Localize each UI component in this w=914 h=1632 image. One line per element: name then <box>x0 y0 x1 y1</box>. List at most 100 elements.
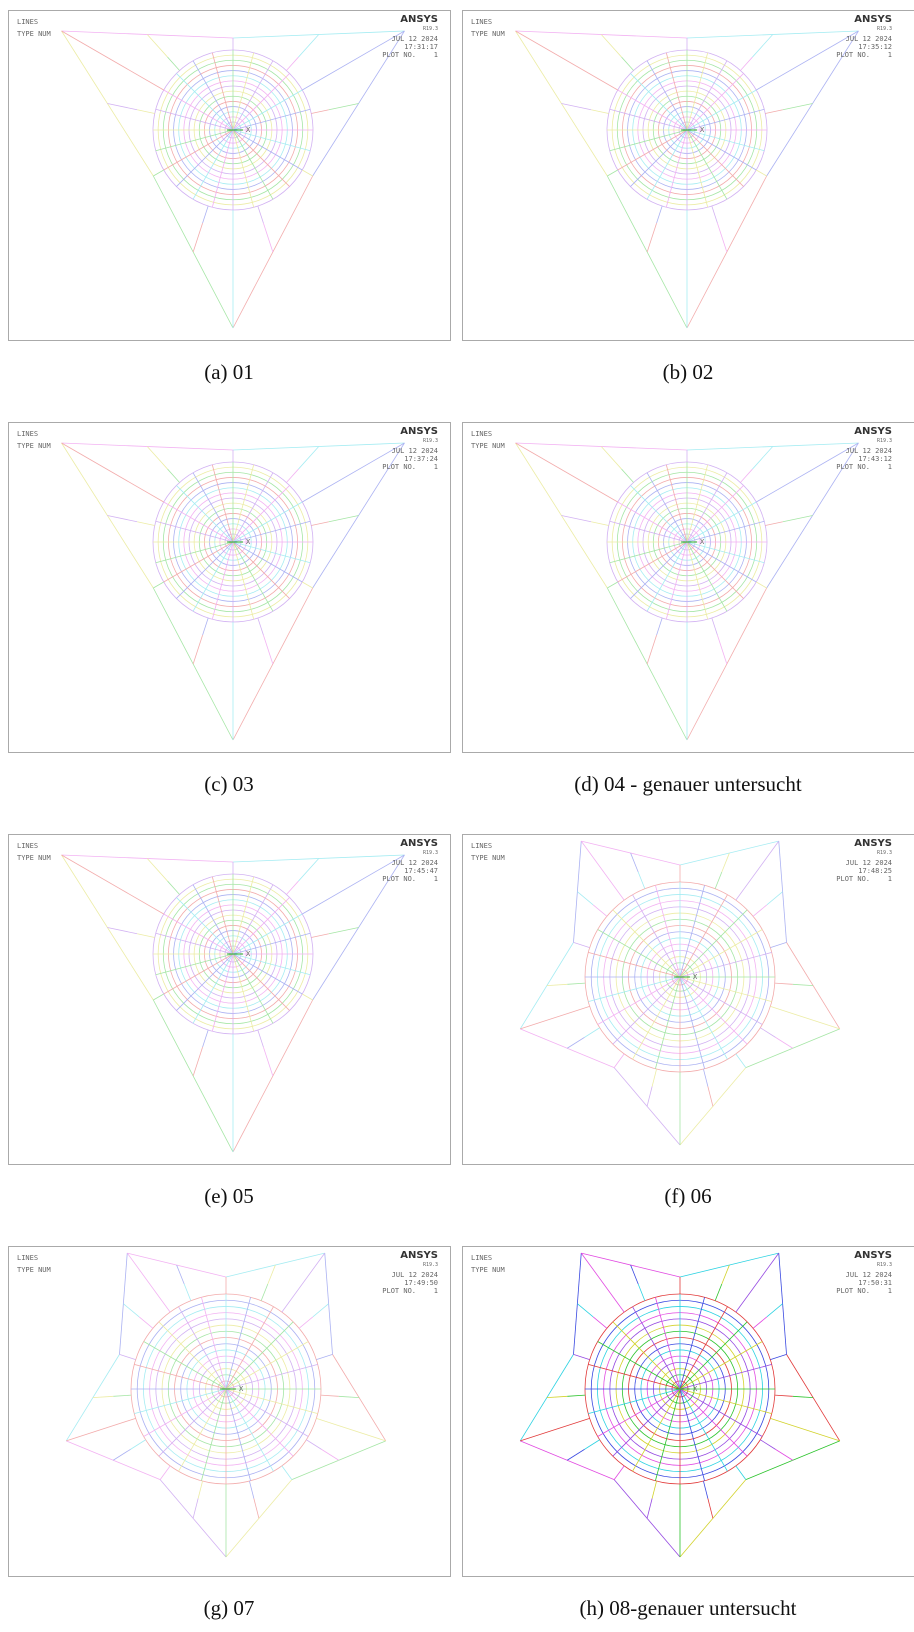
subfigure: XLINESTYPE NUMANSYSR19.3JUL 12 202417:43… <box>462 422 914 754</box>
subfigure: XLINESTYPE NUMANSYSR19.3JUL 12 202417:49… <box>8 1246 460 1578</box>
plot-date: JUL 12 2024 <box>392 859 438 867</box>
release: R19.3 <box>423 438 438 444</box>
plot-label: TYPE NUM <box>471 854 505 862</box>
plot-no-label: PLOT NO. <box>382 875 416 883</box>
plot-no: 1 <box>434 51 438 59</box>
page: XLINESTYPE NUMANSYSR19.3JUL 12 202417:31… <box>0 0 914 1632</box>
caption-label: (h) <box>580 1596 605 1620</box>
plot-date: JUL 12 2024 <box>846 859 892 867</box>
caption: (h) 08-genauer untersucht <box>462 1596 914 1621</box>
ansys-logo: ANSYS <box>854 14 892 25</box>
caption-label: (f) <box>664 1184 685 1208</box>
subfigure: XLINESTYPE NUMANSYSR19.3JUL 12 202417:35… <box>462 10 914 342</box>
caption-text: 03 <box>233 772 254 796</box>
plot-no: 1 <box>888 51 892 59</box>
ansys-logo: ANSYS <box>854 1250 892 1261</box>
plot-label: LINES <box>471 430 492 438</box>
caption: (e) 05 <box>8 1184 450 1209</box>
plot-no-label: PLOT NO. <box>382 1287 416 1295</box>
plot-label: TYPE NUM <box>471 442 505 450</box>
release: R19.3 <box>877 438 892 444</box>
ansys-logo: ANSYS <box>400 14 438 25</box>
plot-time: 17:43:12 <box>858 455 892 463</box>
plot-no-label: PLOT NO. <box>836 51 870 59</box>
caption-label: (a) <box>204 360 227 384</box>
ansys-logo: ANSYS <box>400 1250 438 1261</box>
caption-text: 08-genauer untersucht <box>609 1596 796 1620</box>
plot-label: TYPE NUM <box>17 1266 51 1274</box>
ansys-plot: XLINESTYPE NUMANSYSR19.3JUL 12 202417:37… <box>8 422 460 754</box>
subfigure: XLINESTYPE NUMANSYSR19.3JUL 12 202417:50… <box>462 1246 914 1578</box>
caption: (f) 06 <box>462 1184 914 1209</box>
plot-label: TYPE NUM <box>17 854 51 862</box>
plot-time: 17:31:17 <box>404 43 438 51</box>
plot-date: JUL 12 2024 <box>392 447 438 455</box>
plot-label: TYPE NUM <box>471 1266 505 1274</box>
plot-no: 1 <box>888 1287 892 1295</box>
ansys-logo: ANSYS <box>854 838 892 849</box>
plot-time: 17:35:12 <box>858 43 892 51</box>
plot-no-label: PLOT NO. <box>382 463 416 471</box>
plot-time: 17:45:47 <box>404 867 438 875</box>
plot-label: LINES <box>471 1254 492 1262</box>
plot-no: 1 <box>434 463 438 471</box>
release: R19.3 <box>423 26 438 32</box>
ansys-plot: XLINESTYPE NUMANSYSR19.3JUL 12 202417:43… <box>462 422 914 754</box>
plot-label: TYPE NUM <box>17 30 51 38</box>
ansys-plot: XLINESTYPE NUMANSYSR19.3JUL 12 202417:35… <box>462 10 914 342</box>
plot-label: LINES <box>471 842 492 850</box>
plot-label: LINES <box>471 18 492 26</box>
release: R19.3 <box>423 850 438 856</box>
ansys-plot: XLINESTYPE NUMANSYSR19.3JUL 12 202417:50… <box>462 1246 914 1578</box>
plot-date: JUL 12 2024 <box>846 447 892 455</box>
plot-date: JUL 12 2024 <box>392 1271 438 1279</box>
caption-text: 02 <box>692 360 713 384</box>
subfigure: XLINESTYPE NUMANSYSR19.3JUL 12 202417:31… <box>8 10 460 342</box>
plot-no: 1 <box>434 1287 438 1295</box>
release: R19.3 <box>423 1262 438 1268</box>
caption-label: (d) <box>574 772 599 796</box>
plot-label: LINES <box>17 18 38 26</box>
caption: (b) 02 <box>462 360 914 385</box>
plot-no: 1 <box>888 463 892 471</box>
caption-text: 01 <box>233 360 254 384</box>
plot-no: 1 <box>434 875 438 883</box>
release: R19.3 <box>877 850 892 856</box>
plot-no-label: PLOT NO. <box>836 875 870 883</box>
plot-no-label: PLOT NO. <box>836 463 870 471</box>
ansys-logo: ANSYS <box>400 838 438 849</box>
plot-no-label: PLOT NO. <box>836 1287 870 1295</box>
plot-label: LINES <box>17 430 38 438</box>
plot-date: JUL 12 2024 <box>846 1271 892 1279</box>
plot-no-label: PLOT NO. <box>382 51 416 59</box>
caption-text: 06 <box>691 1184 712 1208</box>
release: R19.3 <box>877 1262 892 1268</box>
plot-frame <box>9 1247 451 1577</box>
plot-no: 1 <box>888 875 892 883</box>
plot-label: LINES <box>17 1254 38 1262</box>
caption-label: (b) <box>663 360 688 384</box>
caption-label: (g) <box>204 1596 229 1620</box>
caption: (g) 07 <box>8 1596 450 1621</box>
caption-label: (c) <box>204 772 227 796</box>
plot-date: JUL 12 2024 <box>846 35 892 43</box>
ansys-logo: ANSYS <box>400 426 438 437</box>
ansys-plot: XLINESTYPE NUMANSYSR19.3JUL 12 202417:45… <box>8 834 460 1166</box>
subfigure: XLINESTYPE NUMANSYSR19.3JUL 12 202417:37… <box>8 422 460 754</box>
release: R19.3 <box>877 26 892 32</box>
caption-label: (e) <box>204 1184 227 1208</box>
caption-text: 07 <box>233 1596 254 1620</box>
plot-time: 17:48:25 <box>858 867 892 875</box>
ansys-plot: XLINESTYPE NUMANSYSR19.3JUL 12 202417:31… <box>8 10 460 342</box>
plot-label: LINES <box>17 842 38 850</box>
plot-label: TYPE NUM <box>17 442 51 450</box>
caption: (a) 01 <box>8 360 450 385</box>
plot-time: 17:50:31 <box>858 1279 892 1287</box>
plot-time: 17:49:50 <box>404 1279 438 1287</box>
plot-frame <box>463 835 914 1165</box>
ansys-plot: XLINESTYPE NUMANSYSR19.3JUL 12 202417:48… <box>462 834 914 1166</box>
ansys-logo: ANSYS <box>854 426 892 437</box>
ansys-plot: XLINESTYPE NUMANSYSR19.3JUL 12 202417:49… <box>8 1246 460 1578</box>
